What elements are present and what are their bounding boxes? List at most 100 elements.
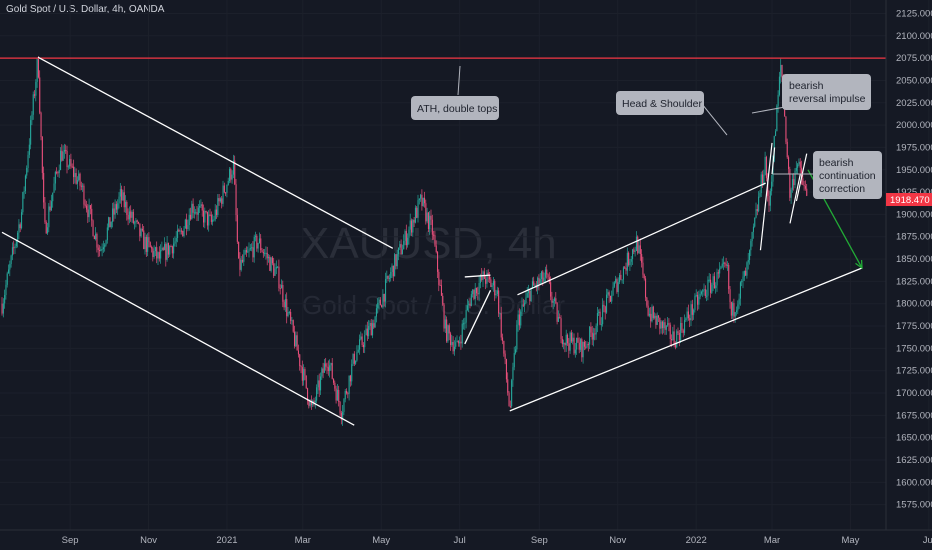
candle-body (780, 64, 782, 77)
time-scale[interactable]: Sep Nov 2021 Mar May Jul Sep Nov 2022 Mar May Jul (62, 535, 932, 546)
candle-body (624, 267, 626, 269)
candle-body (336, 389, 338, 401)
candle-body (777, 94, 779, 107)
pattern-line-2[interactable] (771, 147, 776, 175)
candle-body (30, 120, 32, 145)
candle-body (374, 316, 376, 328)
candle-body (637, 236, 639, 253)
candle-body (346, 390, 348, 394)
candle-body (134, 222, 136, 224)
callout-head-shoulder[interactable]: Head & Shoulder (616, 91, 728, 136)
candle-body (112, 208, 114, 222)
ascending-channel-lower[interactable] (509, 267, 863, 412)
candle-body (171, 246, 173, 254)
callout-reversal-line2: reversal impulse (789, 93, 866, 105)
candle-body (196, 212, 198, 215)
candle-body (236, 214, 238, 242)
candle-body (200, 204, 202, 207)
candle-body (388, 277, 390, 279)
candle-body (762, 174, 764, 184)
candle-body (212, 219, 214, 222)
pattern-line-4[interactable] (795, 153, 808, 202)
candle-body (184, 219, 186, 229)
candle-body (596, 313, 598, 326)
candle-body (264, 252, 266, 254)
callout-reversal-pointer (751, 106, 786, 114)
pattern-line-3[interactable] (789, 174, 801, 224)
candle-body (416, 207, 418, 218)
candle-body (776, 106, 778, 132)
flag-upper[interactable] (464, 274, 491, 278)
candle-body (633, 249, 635, 252)
candle-body (573, 337, 575, 354)
candle-body (689, 318, 691, 321)
candle-body (73, 166, 75, 178)
candle-body (174, 241, 176, 244)
candle-body (63, 150, 65, 152)
callout-reversal[interactable]: bearish reversal impulse (751, 74, 871, 114)
price-scale[interactable]: 2125.000 2100.000 2075.000 2050.000 2025.000… (896, 8, 932, 510)
candle-body (713, 276, 715, 289)
candle-body (352, 353, 354, 365)
candle-body (602, 304, 604, 325)
candle-body (36, 59, 38, 82)
candle-body (537, 277, 539, 288)
candle-body (421, 194, 423, 206)
price-tick-label: 1925.000 (896, 187, 932, 198)
candle-body (490, 279, 492, 287)
candle-body (572, 337, 574, 342)
candle-body (586, 344, 588, 348)
candle-body (158, 252, 160, 259)
candle-body (460, 341, 462, 344)
candle-body (398, 247, 400, 255)
candle-body (130, 211, 132, 218)
candle-body (621, 279, 623, 281)
candle-body (565, 334, 567, 346)
candle-body (145, 236, 147, 252)
candle-body (164, 244, 166, 251)
candle-body (529, 290, 531, 302)
callout-ath[interactable]: ATH, double tops (411, 65, 499, 120)
callout-continuation[interactable]: bearish continuation correction (773, 151, 882, 199)
candle-body (305, 375, 307, 389)
candle-body (79, 173, 81, 186)
candle-body (435, 245, 437, 252)
trend-lines-layer[interactable] (0, 56, 886, 426)
candle-body (122, 192, 124, 201)
candle-body (437, 251, 439, 272)
candle-body (75, 173, 77, 184)
candle-body (781, 64, 783, 78)
pattern-line-1[interactable] (759, 142, 773, 251)
descending-channel-upper[interactable] (37, 56, 394, 249)
ascending-channel-upper[interactable] (517, 182, 766, 296)
candle-body (673, 331, 675, 345)
candle-body (201, 204, 203, 211)
candle-body (382, 293, 384, 308)
candle-body (775, 131, 777, 137)
price-tick-label: 2025.000 (896, 98, 932, 109)
candle-body (170, 246, 172, 248)
candle-body (173, 243, 175, 254)
candle-body (451, 342, 453, 345)
descending-channel-lower[interactable] (1, 231, 355, 426)
candle-body (23, 191, 25, 193)
candle-body (495, 293, 497, 296)
candle-body (249, 248, 251, 250)
candle-body (22, 192, 24, 213)
candle-body (6, 273, 8, 285)
candle-body (411, 220, 413, 233)
candle-body (641, 253, 643, 263)
candle-body (362, 344, 364, 348)
candle-body (119, 189, 121, 197)
candle-body (151, 247, 153, 249)
candle-body (91, 208, 93, 221)
candle-body (546, 269, 548, 275)
flag-lower[interactable] (464, 290, 492, 345)
candle-body (756, 209, 758, 212)
candle-body (712, 276, 714, 285)
candle-body (487, 272, 489, 276)
candle-body (132, 211, 134, 224)
candle-body (274, 268, 276, 276)
candle-body (95, 233, 97, 240)
